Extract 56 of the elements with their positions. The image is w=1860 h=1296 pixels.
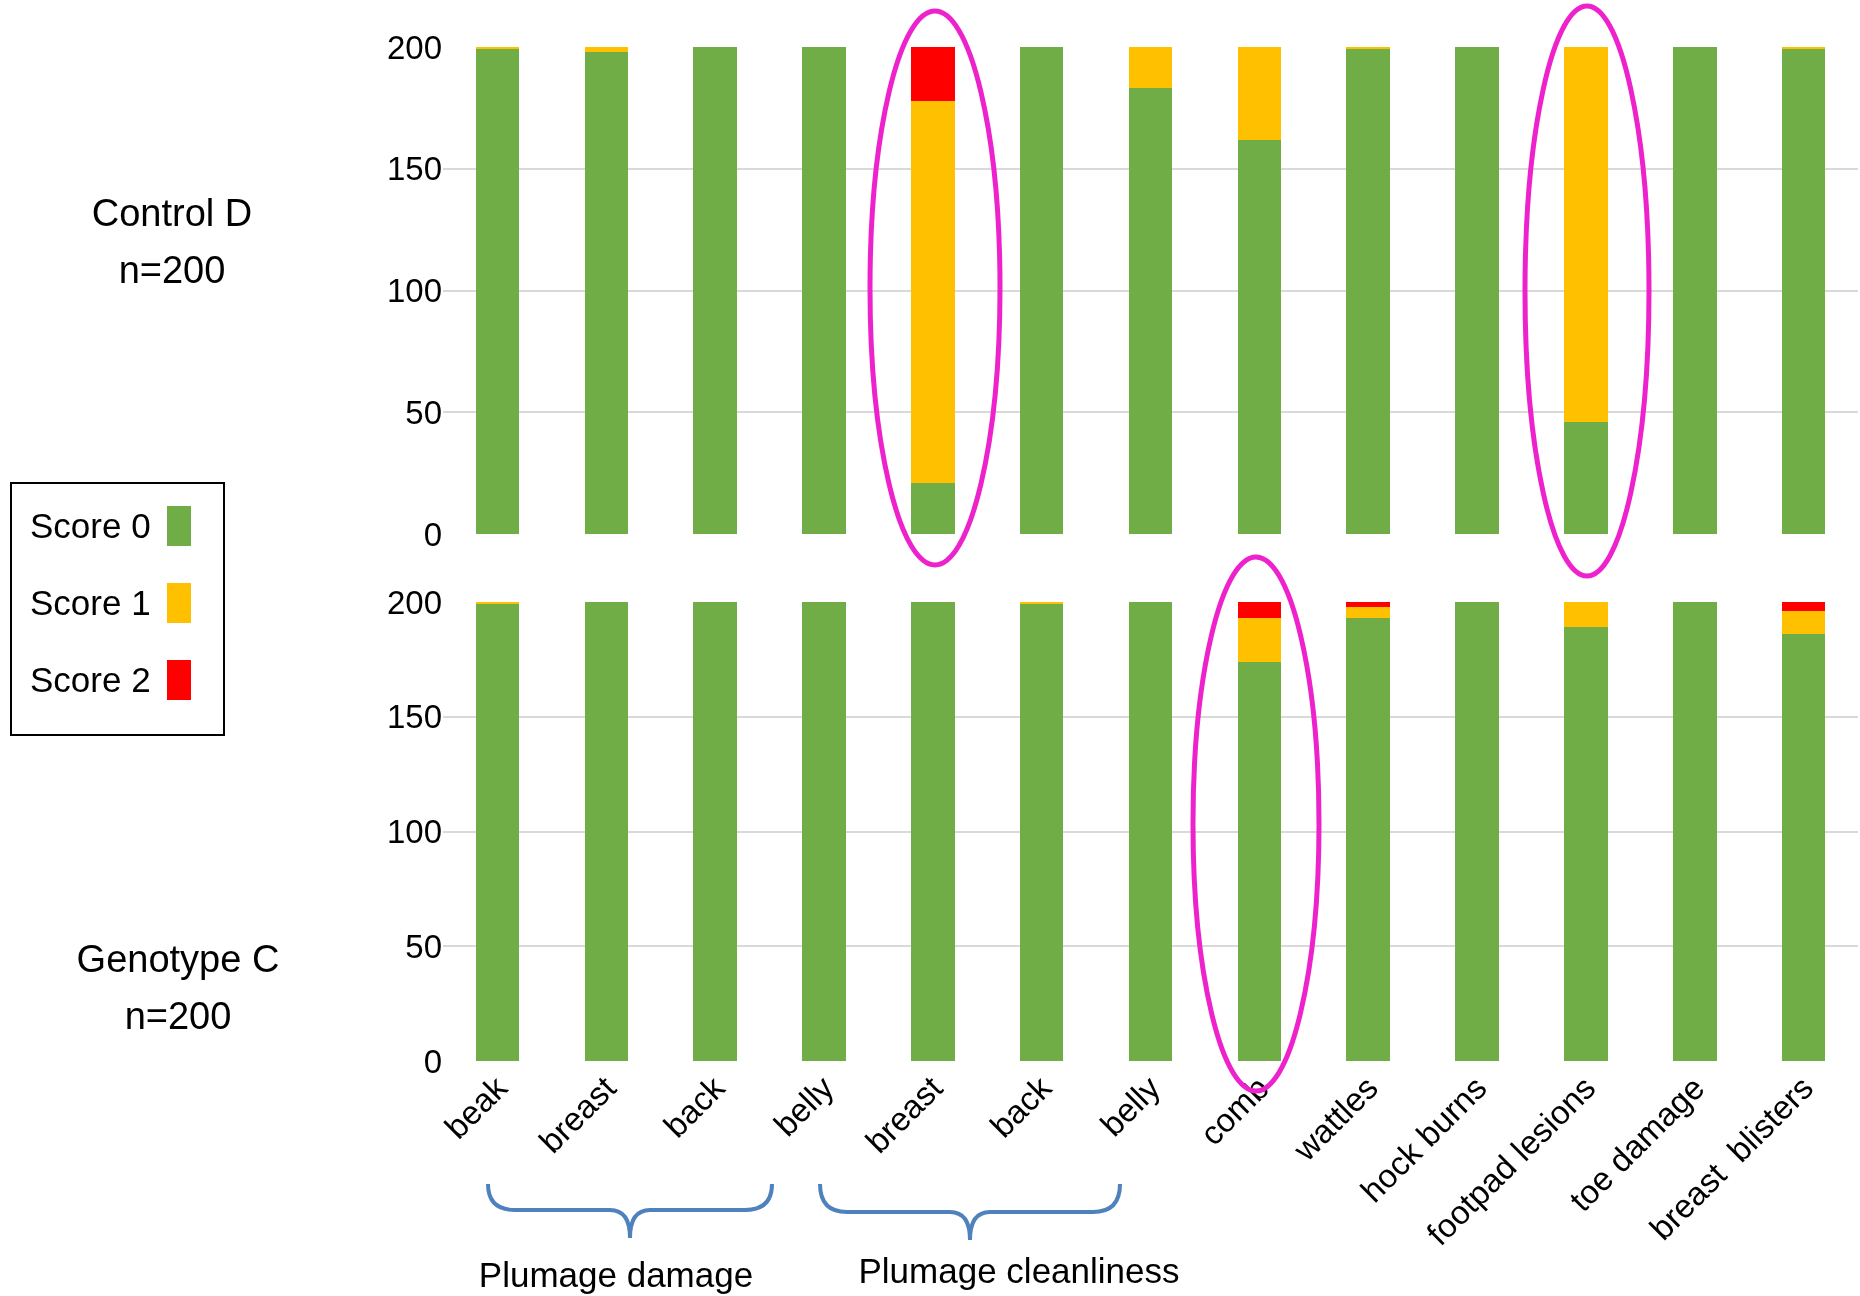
bar: [1237, 139, 1282, 534]
legend-label: Score 2: [30, 660, 151, 700]
y-tick-label: 100: [386, 813, 442, 851]
bar: [475, 604, 520, 1061]
bar: [1128, 88, 1173, 534]
bar: [584, 47, 629, 52]
text: Plumage damage: [478, 1253, 754, 1296]
bar: [1672, 602, 1717, 1061]
bar: [911, 100, 955, 483]
bar: [1346, 602, 1390, 607]
bar: [1564, 602, 1608, 628]
bar: [475, 49, 520, 534]
legend-label: Score 1: [30, 583, 151, 623]
bar: [802, 602, 846, 1061]
text: Plumage cleanliness: [858, 1249, 1180, 1292]
bar: [1128, 47, 1173, 89]
bar: [1346, 49, 1390, 534]
y-tick-label: 200: [386, 28, 442, 66]
bar: [1781, 611, 1826, 635]
bar: [693, 47, 737, 534]
bar: [1346, 618, 1390, 1061]
bar: [1781, 49, 1826, 534]
y-tick-label: 150: [386, 150, 442, 188]
bar: [1781, 634, 1826, 1061]
y-tick-label: 100: [386, 272, 442, 310]
bar: [1781, 602, 1826, 612]
y-tick-label: 50: [405, 393, 442, 431]
y-tick-label: 50: [405, 927, 442, 965]
bar: [1019, 47, 1064, 534]
bar: [584, 51, 629, 534]
y-tick-label: 150: [386, 698, 442, 736]
bar: [1019, 604, 1064, 1061]
bar: [693, 602, 737, 1061]
y-tick-label: 0: [423, 1042, 442, 1080]
text: Genotype C n=200: [76, 937, 280, 1039]
bar: [1455, 47, 1499, 534]
bar: [1237, 602, 1282, 619]
bar: [1564, 627, 1608, 1061]
bar: [1672, 47, 1717, 534]
bar: [584, 602, 629, 1061]
bar: [1346, 606, 1390, 619]
bar: [1564, 421, 1608, 534]
bar: [911, 47, 955, 101]
y-tick-label: 200: [386, 583, 442, 621]
bar: [1564, 47, 1608, 422]
bar: [1237, 47, 1282, 140]
text: Control D n=200: [91, 191, 253, 293]
bar: [1128, 602, 1173, 1061]
bar: [1237, 661, 1282, 1061]
bar: [911, 482, 955, 534]
bar: [802, 47, 846, 534]
bar: [1455, 602, 1499, 1061]
bar: [1237, 618, 1282, 662]
legend-label: Score 0: [30, 506, 151, 546]
bar: [911, 602, 955, 1061]
y-tick-label: 0: [423, 515, 442, 553]
